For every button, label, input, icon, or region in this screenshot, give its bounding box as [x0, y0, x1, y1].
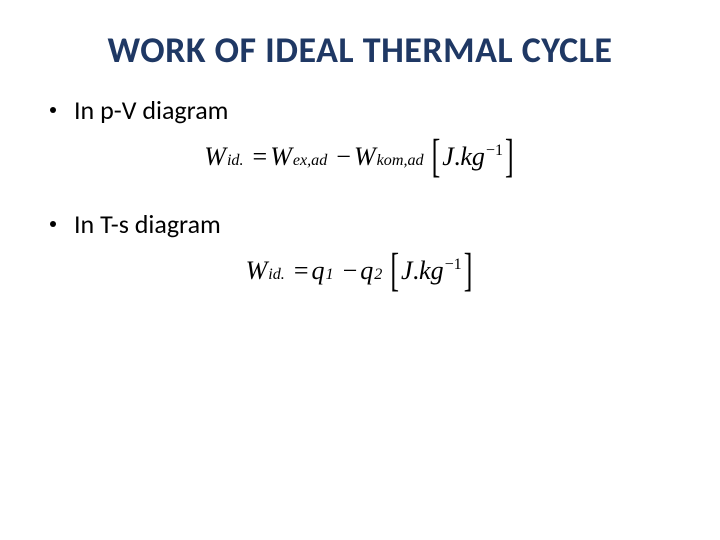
eq1-lbracket: [ — [432, 130, 441, 184]
eq1-equals: = — [253, 142, 268, 172]
eq1-unit-J: J — [442, 142, 454, 172]
eq1-t2-var: W — [354, 142, 376, 172]
eq1-lhs-var: W — [204, 142, 226, 172]
slide: WORK OF IDEAL THERMAL CYCLE In p-V diagr… — [0, 0, 720, 540]
eq2-unit-kg: kg — [419, 256, 444, 286]
eq2-unit-J: J — [401, 256, 413, 286]
bullet-2: In T-s diagram — [50, 208, 680, 240]
eq2-lbracket: [ — [390, 244, 399, 298]
slide-title: WORK OF IDEAL THERMAL CYCLE — [40, 28, 680, 72]
bullet-1: In p-V diagram — [50, 94, 680, 126]
eq2-equals: = — [294, 256, 309, 286]
eq2-t1-var: q — [312, 256, 325, 286]
eq1-unit-exp: −1 — [486, 142, 503, 160]
eq2-lhs-var: W — [246, 256, 268, 286]
equation-1-row: Wid. = Wex,ad − Wkom,ad [ J.kg−1 ] — [40, 142, 680, 172]
eq1-t2-sub: kom,ad — [377, 152, 424, 170]
eq2-lhs-sub: id. — [268, 266, 285, 284]
eq1-lhs-sub: id. — [227, 152, 244, 170]
eq2-unit-exp: −1 — [445, 256, 462, 274]
eq2-op: − — [343, 256, 358, 286]
equation-2-row: Wid. = q1 − q2 [ J.kg−1 ] — [40, 256, 680, 286]
eq2-t2-sub: 2 — [374, 266, 382, 284]
eq2-t2-var: q — [360, 256, 373, 286]
bullet-2-text: In T-s diagram — [74, 208, 221, 240]
bullet-1-text: In p-V diagram — [74, 94, 228, 126]
eq1-t1-var: W — [270, 142, 292, 172]
eq1-unit-kg: kg — [460, 142, 485, 172]
bullet-dot-icon — [50, 221, 56, 227]
eq1-rbracket: ] — [505, 130, 514, 184]
equation-1: Wid. = Wex,ad − Wkom,ad [ J.kg−1 ] — [204, 142, 515, 172]
bullet-dot-icon — [50, 107, 56, 113]
equation-2: Wid. = q1 − q2 [ J.kg−1 ] — [246, 256, 475, 286]
eq1-op: − — [336, 142, 351, 172]
eq2-t1-sub: 1 — [326, 266, 334, 284]
eq1-t1-sub: ex,ad — [293, 152, 327, 170]
eq2-rbracket: ] — [464, 244, 473, 298]
